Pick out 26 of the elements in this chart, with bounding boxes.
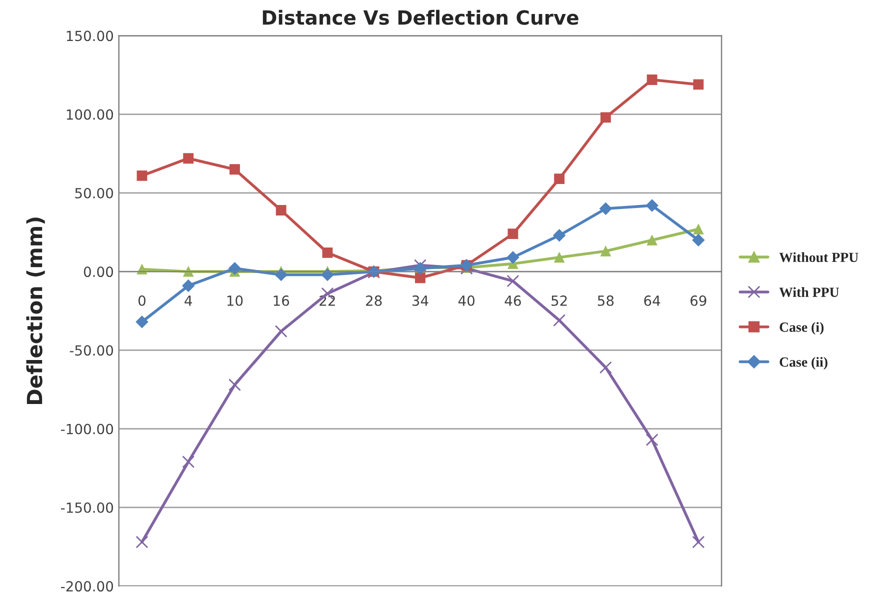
x-tick-label: 0 xyxy=(138,295,146,306)
y-tick-label: -100.00 xyxy=(61,424,114,434)
x-tick-label: 4 xyxy=(184,296,192,306)
x-tick-label: 69 xyxy=(690,295,706,306)
y-tick-label: 0.00 xyxy=(84,266,114,278)
y-tick-label: 100.00 xyxy=(66,109,114,120)
x-tick-label: 34 xyxy=(412,295,428,306)
x-tick-label: 58 xyxy=(598,295,614,306)
y-axis-title: Deflection (mm) xyxy=(26,218,45,404)
x-tick-label: 52 xyxy=(552,295,567,306)
y-tick-label: -50.00 xyxy=(70,345,114,356)
chart-title: Distance Vs Deflection Curve xyxy=(262,10,578,25)
x-tick-label: 16 xyxy=(274,295,290,306)
legend-label: Without PPU xyxy=(779,252,858,262)
y-tick-label: -200.00 xyxy=(61,581,114,592)
legend-label: With PPU xyxy=(779,287,839,298)
y-tick-label: 150.00 xyxy=(66,30,114,42)
legend-label: Case (ii) xyxy=(780,356,828,370)
x-tick-label: 40 xyxy=(458,295,474,306)
y-tick-label: 50.00 xyxy=(75,188,114,198)
x-tick-label: 10 xyxy=(227,295,243,306)
legend-label: Case (i) xyxy=(780,322,824,335)
x-tick-label: 64 xyxy=(644,295,660,306)
y-tick-label: -150.00 xyxy=(61,502,114,513)
x-tick-label: 28 xyxy=(366,295,382,306)
x-tick-label: 46 xyxy=(504,295,521,306)
